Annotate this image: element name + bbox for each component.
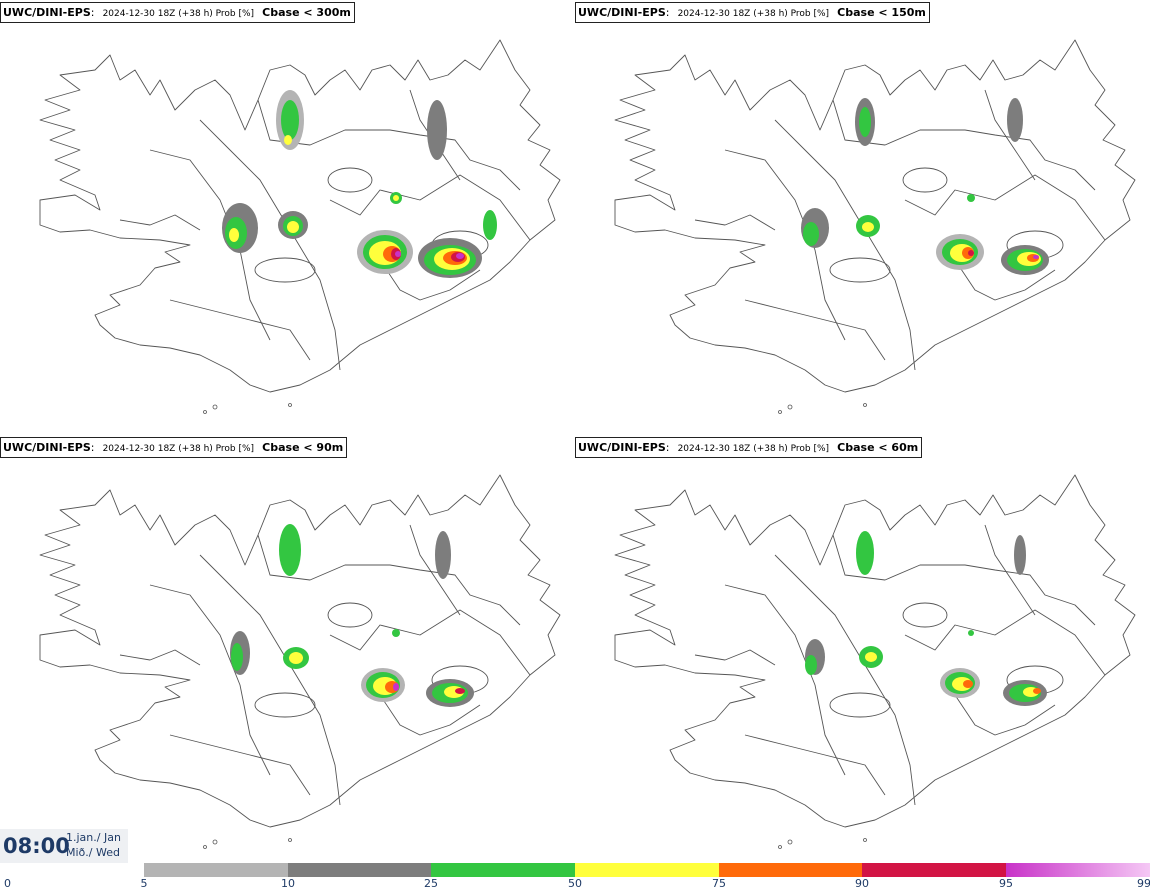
legend-tick-10: 10 (281, 877, 295, 890)
legend-swatch-3 (431, 863, 575, 877)
legend-swatch-1 (144, 863, 288, 877)
panel-title: UWC/DINI-EPS: 2024-12-30 18Z (+38 h) Pro… (575, 2, 930, 23)
run-info: 2024-12-30 18Z (+38 h) Prob [%] (677, 444, 830, 454)
run-info: 2024-12-30 18Z (+38 h) Prob [%] (677, 9, 830, 19)
model-name: UWC/DINI-EPS (3, 6, 91, 19)
quantity-label: Cbase < 60m (837, 441, 919, 454)
map-panel-1: UWC/DINI-EPS: 2024-12-30 18Z (+38 h) Pro… (0, 0, 575, 435)
iceland-map (39, 39, 561, 414)
valid-time: 08:00 (3, 834, 70, 858)
legend-tick-0: 0 (4, 877, 11, 890)
valid-date: 1.jan./ Jan (66, 831, 121, 844)
legend-tick-5: 5 (140, 877, 148, 890)
probability-field (230, 524, 474, 707)
legend-tick-25: 25 (424, 877, 438, 890)
model-name: UWC/DINI-EPS (578, 441, 666, 454)
probability-field (801, 98, 1049, 275)
color-legend-bar (144, 863, 1150, 877)
quantity-label: Cbase < 300m (262, 6, 351, 19)
valid-time-box: 08:00 1.jan./ Jan Mið./ Wed (0, 829, 128, 863)
panel-title: UWC/DINI-EPS: 2024-12-30 18Z (+38 h) Pro… (575, 437, 923, 458)
run-info: 2024-12-30 18Z (+38 h) Prob [%] (102, 444, 255, 454)
model-name: UWC/DINI-EPS (3, 441, 91, 454)
legend-swatch-8 (1006, 863, 1150, 877)
legend-tick-90: 90 (855, 877, 869, 890)
iceland-map (614, 39, 1136, 414)
model-name: UWC/DINI-EPS (578, 6, 666, 19)
probability-field (805, 531, 1047, 706)
legend-swatch-2 (288, 863, 431, 877)
legend-tick-99: 99 (1137, 877, 1150, 890)
legend-tick-50: 50 (568, 877, 582, 890)
map-panel-3: UWC/DINI-EPS: 2024-12-30 18Z (+38 h) Pro… (0, 435, 575, 870)
panel-title: UWC/DINI-EPS: 2024-12-30 18Z (+38 h) Pro… (0, 437, 348, 458)
legend-swatch-6 (862, 863, 1006, 877)
panel-title: UWC/DINI-EPS: 2024-12-30 18Z (+38 h) Pro… (0, 2, 355, 23)
legend-tick-95: 95 (999, 877, 1013, 890)
iceland-map (39, 474, 561, 849)
map-panel-4: UWC/DINI-EPS: 2024-12-30 18Z (+38 h) Pro… (575, 435, 1150, 870)
legend-tick-75: 75 (712, 877, 726, 890)
iceland-map (614, 474, 1136, 849)
legend-swatch-5 (719, 863, 862, 877)
legend-swatch-4 (575, 863, 719, 877)
quantity-label: Cbase < 150m (837, 6, 926, 19)
probability-field (222, 90, 497, 278)
valid-weekday: Mið./ Wed (66, 846, 120, 859)
run-info: 2024-12-30 18Z (+38 h) Prob [%] (102, 9, 255, 19)
map-panel-2: UWC/DINI-EPS: 2024-12-30 18Z (+38 h) Pro… (575, 0, 1150, 435)
quantity-label: Cbase < 90m (262, 441, 344, 454)
